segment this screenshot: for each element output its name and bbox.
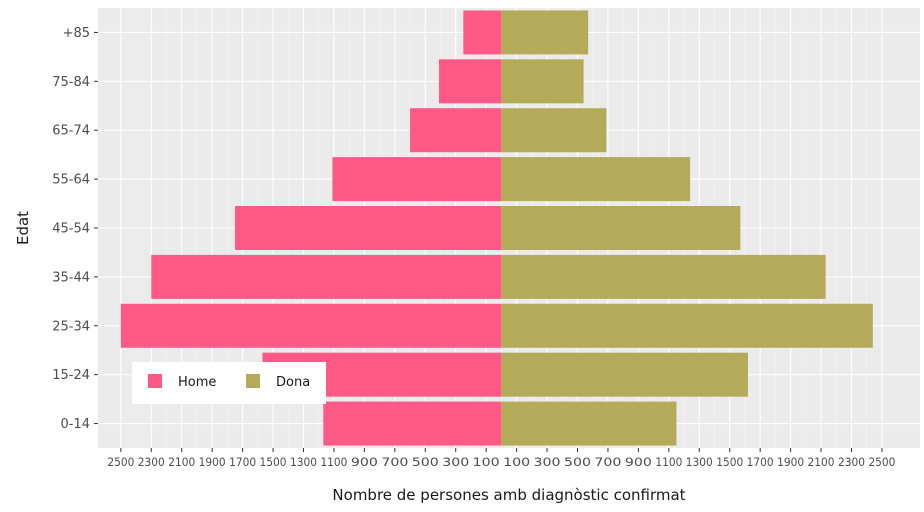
bar-dona-65-74 bbox=[501, 108, 607, 153]
y-tick-label: 75-84 bbox=[52, 75, 90, 90]
y-tick-label: 45-54 bbox=[52, 222, 90, 237]
x-tick-label: 2100 bbox=[168, 455, 195, 469]
y-tick-label: 35-44 bbox=[52, 270, 90, 285]
bar-dona-0-14 bbox=[501, 401, 677, 446]
bar-home-65-74 bbox=[410, 108, 502, 153]
legend-box bbox=[132, 362, 326, 404]
x-tick-label: 500 bbox=[564, 455, 591, 469]
x-tick-label: 700 bbox=[594, 455, 621, 469]
bar-home-0-14 bbox=[323, 401, 502, 446]
x-tick-label: 900 bbox=[351, 455, 378, 469]
legend-label-home: Home bbox=[178, 375, 216, 390]
x-tick-label: 700 bbox=[381, 455, 408, 469]
x-tick-label: 1500 bbox=[260, 455, 287, 469]
x-axis-ticks: 2500 2300 2100 1900 1700 1500 1300 1100 900 700 50… bbox=[107, 448, 895, 469]
bar-home-55-64 bbox=[332, 157, 502, 202]
y-tick-label: 0-14 bbox=[60, 417, 90, 432]
x-tick-label: 2100 bbox=[808, 455, 835, 469]
y-axis-ticks: 0-14 15-24 25-34 35-44 45-54 55-64 65-74 75-84 +… bbox=[52, 26, 98, 432]
x-tick-label: 1300 bbox=[686, 455, 713, 469]
x-tick-label: 300 bbox=[442, 455, 469, 469]
x-tick-label: 300 bbox=[534, 455, 561, 469]
x-tick-label: 500 bbox=[412, 455, 439, 469]
bar-home-45-54 bbox=[235, 206, 502, 250]
x-tick-label: 1900 bbox=[199, 455, 226, 469]
x-tick-label: 2500 bbox=[868, 455, 895, 469]
legend-key-dona bbox=[246, 374, 260, 388]
legend-label-dona: Dona bbox=[276, 375, 310, 390]
x-tick-label: 1100 bbox=[655, 455, 682, 469]
x-tick-label: 2300 bbox=[138, 455, 165, 469]
x-tick-label: 100 bbox=[503, 455, 530, 469]
bar-home-25-34 bbox=[120, 303, 502, 348]
x-tick-label: 1100 bbox=[320, 455, 347, 469]
x-axis-title: Nombre de persones amb diagnòstic confir… bbox=[332, 486, 685, 504]
y-tick-label: 65-74 bbox=[52, 124, 90, 139]
bar-home-75-84 bbox=[438, 59, 502, 104]
x-tick-label: 2500 bbox=[107, 455, 134, 469]
bar-dona-15-24 bbox=[501, 352, 748, 397]
x-tick-label: 100 bbox=[473, 455, 500, 469]
y-tick-label: 55-64 bbox=[52, 173, 90, 188]
y-tick-label: +85 bbox=[63, 26, 90, 41]
x-tick-label: 1700 bbox=[229, 455, 256, 469]
x-tick-label: 1500 bbox=[716, 455, 743, 469]
legend-key-home bbox=[148, 374, 162, 388]
bar-dona-45-54 bbox=[501, 206, 741, 250]
x-tick-label: 900 bbox=[625, 455, 652, 469]
bar-dona-35-44 bbox=[501, 254, 826, 299]
bar-dona-55-64 bbox=[501, 157, 691, 202]
x-tick-label: 1900 bbox=[777, 455, 804, 469]
bar-dona-+85 bbox=[501, 10, 589, 55]
y-axis-title: Edat bbox=[14, 211, 32, 245]
bar-dona-75-84 bbox=[501, 59, 584, 104]
bar-dona-25-34 bbox=[501, 303, 873, 348]
bars bbox=[120, 10, 873, 446]
x-tick-label: 1700 bbox=[747, 455, 774, 469]
x-tick-label: 2300 bbox=[838, 455, 865, 469]
y-tick-label: 15-24 bbox=[52, 368, 90, 383]
bar-home-+85 bbox=[463, 10, 502, 55]
x-tick-label: 1300 bbox=[290, 455, 317, 469]
legend: Home Dona bbox=[132, 362, 326, 404]
bar-home-35-44 bbox=[151, 254, 502, 299]
y-tick-label: 25-34 bbox=[52, 319, 90, 334]
